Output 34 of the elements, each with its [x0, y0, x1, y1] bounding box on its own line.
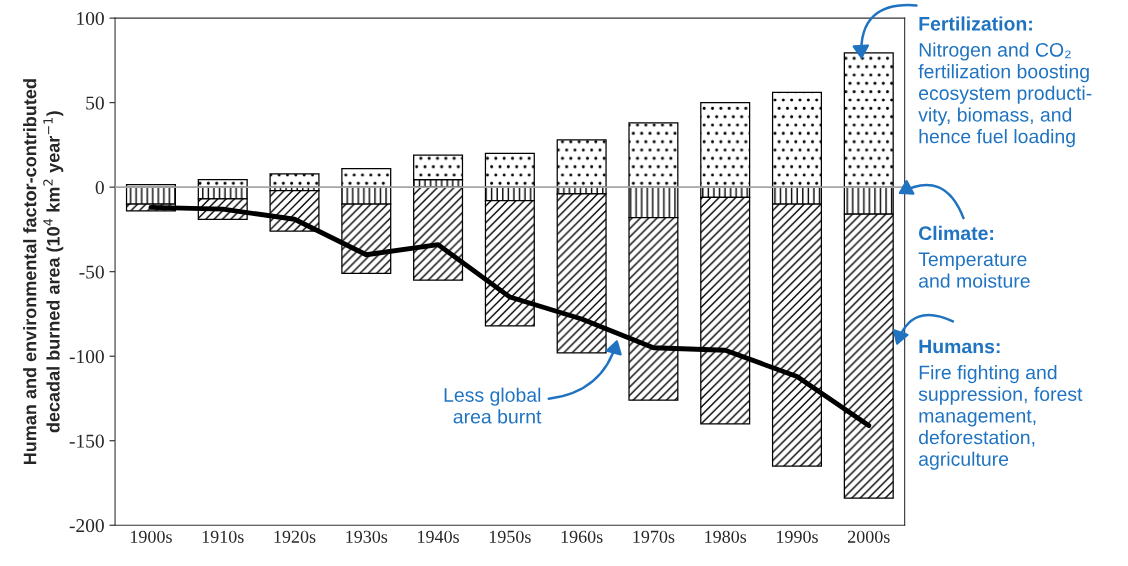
bar — [556, 139, 607, 188]
x-tick-label: 1930s — [346, 530, 388, 543]
x-tick-label: 2000s — [847, 530, 890, 543]
text: Temperature and moisture — [918, 252, 1030, 288]
text: Fire fighting and suppression, forest management, deforestation, agriculture — [918, 365, 1083, 470]
x-tick-label: 1960s — [561, 530, 603, 543]
x-tick-label: 1940s — [418, 530, 459, 543]
bar — [700, 102, 751, 188]
bar — [269, 173, 320, 188]
text: Nitrogen and CO₂ fertilization boosting ecosystem producti- vity, biomass, and hence fuel loading — [918, 42, 1092, 148]
series-label: Fertilization: — [919, 16, 1032, 31]
y-tick-label: 0 — [95, 180, 104, 195]
x-tick-label: 1910s — [202, 530, 244, 543]
x-tick-label: 1950s — [489, 530, 531, 543]
y-tick-label: 50 — [86, 96, 104, 110]
bar — [341, 167, 392, 188]
x-tick-label: 1980s — [705, 530, 747, 543]
y-tick-label: -200 — [69, 519, 104, 533]
y-tick-label: -50 — [79, 265, 104, 279]
y-axis-title: Human and environmental factor-contributed decadal burned area (10$^{4}$ km$^{2}$ year$^{−1}$) — [23, 79, 64, 465]
series-label: Humans: — [919, 339, 1000, 354]
y-tick-label: 100 — [77, 11, 104, 26]
x-tick-label: 1990s — [777, 530, 818, 543]
y-tick-label: -100 — [69, 350, 104, 364]
bar — [843, 52, 894, 188]
x-tick-label: 1900s — [130, 530, 172, 543]
bar — [628, 122, 679, 188]
x-tick-label: 1970s — [633, 530, 675, 543]
y-tick-label: -150 — [69, 434, 104, 448]
bar — [771, 91, 823, 188]
x-tick-label: 1920s — [274, 530, 316, 543]
bar — [484, 152, 535, 188]
annotation: Less global area burnt — [444, 387, 542, 424]
series-label: Climate: — [918, 225, 994, 241]
